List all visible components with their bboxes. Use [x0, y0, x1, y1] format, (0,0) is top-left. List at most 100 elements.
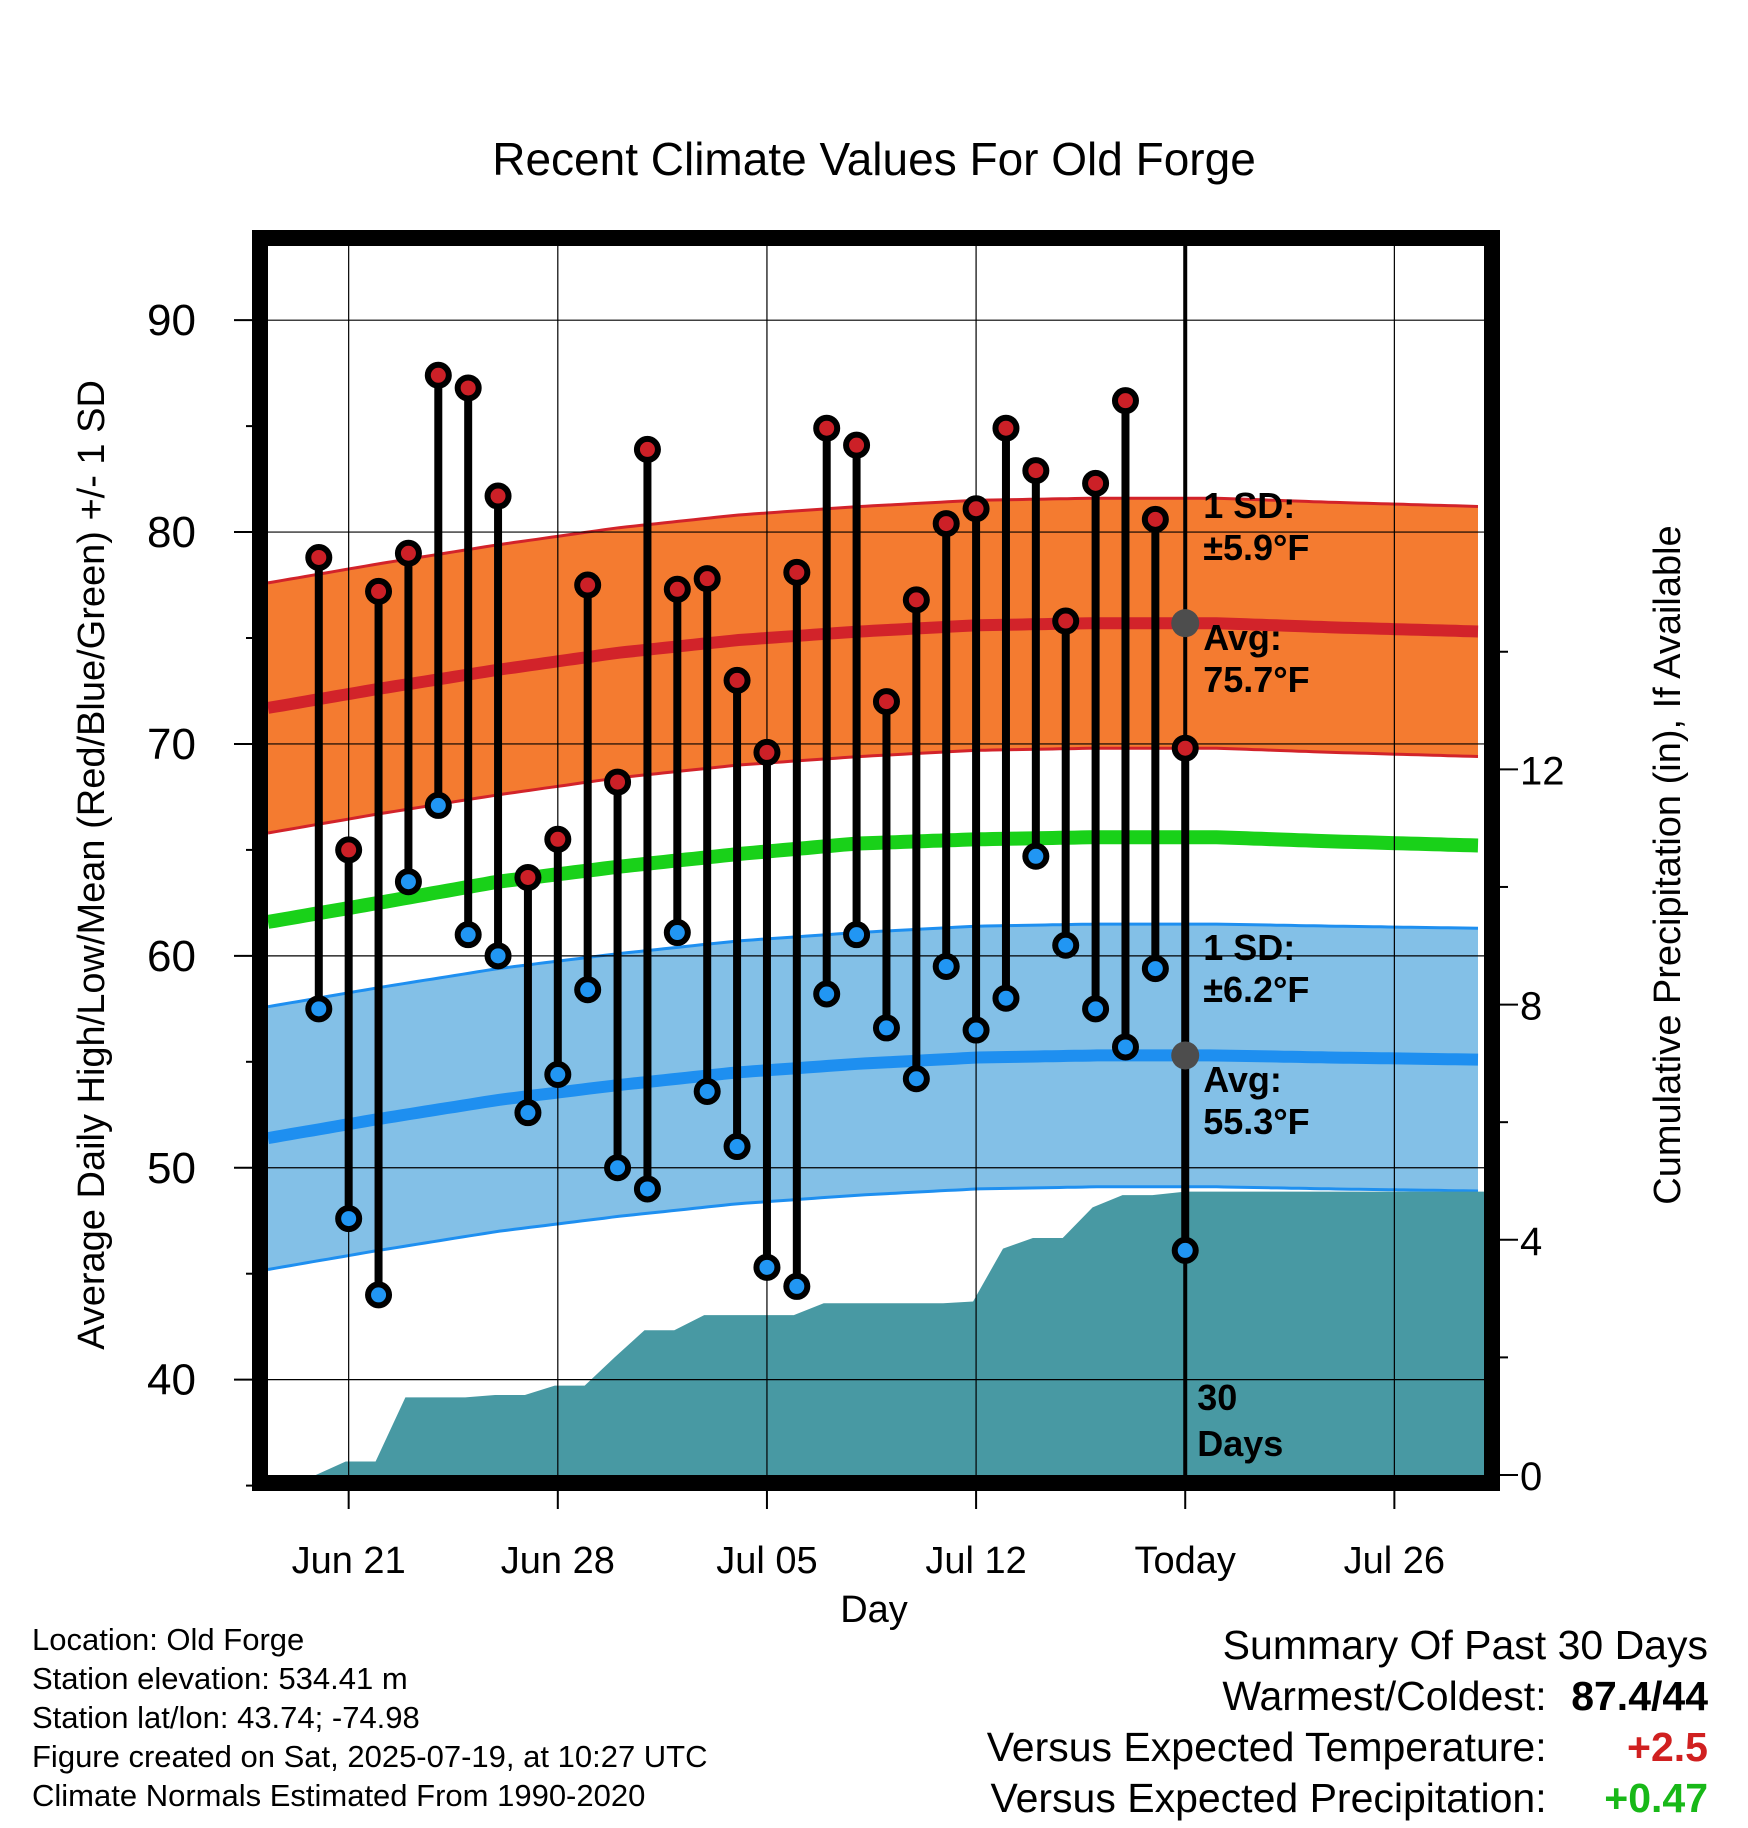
y-tick-label: 80 — [147, 508, 196, 557]
days-annotation: Days — [1197, 1423, 1283, 1464]
precip-label: Versus Expected Precipitation: — [990, 1775, 1547, 1821]
daily-low-point — [992, 984, 1020, 1012]
location-text: Location: Old Forge — [32, 1622, 305, 1657]
y2-tick-label: 12 — [1520, 749, 1565, 793]
daily-low-point — [753, 1253, 781, 1281]
normals-period-text: Climate Normals Estimated From 1990-2020 — [32, 1778, 646, 1813]
low-sd-lower-line — [267, 1185, 1479, 1271]
daily-high-point — [1022, 457, 1050, 485]
y-axis-label: Average Daily High/Low/Mean (Red/Blue/Gr… — [71, 380, 113, 1350]
daily-low-point — [1082, 995, 1110, 1023]
days-annotation: 30 — [1197, 1377, 1237, 1418]
daily-high-point — [843, 431, 871, 459]
daily-high-point — [1141, 505, 1169, 533]
low-sd-upper-line — [267, 922, 1479, 1009]
daily-high-point — [753, 738, 781, 766]
y2-tick-label: 4 — [1520, 1220, 1542, 1264]
daily-low-point — [514, 1099, 542, 1127]
daily-high-point — [783, 558, 811, 586]
daily-high-point — [633, 435, 661, 463]
daily-low-point — [663, 919, 691, 947]
y-tick-label: 40 — [147, 1356, 196, 1405]
high-sd-annotation: ±5.9°F — [1203, 527, 1309, 568]
low-sd-annotation: ±6.2°F — [1203, 969, 1309, 1010]
x-tick-label: Jun 21 — [292, 1540, 406, 1582]
temp-value: +2.5 — [1627, 1724, 1708, 1770]
precip-value: +0.47 — [1604, 1775, 1708, 1821]
x-tick-label: Jul 05 — [716, 1540, 817, 1582]
x-tick-label: Jul 26 — [1344, 1540, 1445, 1582]
y-tick-label: 60 — [147, 932, 196, 981]
x-axis-label: Day — [840, 1589, 908, 1631]
chart-title: Recent Climate Values For Old Forge — [492, 133, 1256, 185]
avg-low-line — [266, 1049, 1479, 1145]
axes: 40 50 60 70 80 90 0 4 8 12 Jun 21 Jun 28 Jul 05 Jul 1… — [147, 230, 1565, 1582]
daily-low-point — [902, 1065, 930, 1093]
high-sd-annotation: 1 SD: — [1203, 485, 1295, 526]
daily-high-point — [932, 510, 960, 538]
daily-low-point — [394, 868, 422, 896]
daily-high-point — [604, 768, 632, 796]
daily-low-point — [843, 921, 871, 949]
y-tick-label: 50 — [147, 1144, 196, 1193]
summary-warmest-row: Warmest/Coldest: 87.4/44 — [987, 1671, 1708, 1722]
warmest-label: Warmest/Coldest: — [1222, 1673, 1547, 1719]
high-sd-band — [268, 498, 1478, 833]
daily-high-point — [484, 482, 512, 510]
daily-low-point — [1111, 1033, 1139, 1061]
daily-low-point — [872, 1014, 900, 1042]
daily-high-point — [305, 543, 333, 571]
daily-low-point — [1141, 955, 1169, 983]
x-tick-label: Jun 28 — [501, 1540, 615, 1582]
low-avg-annotation: 55.3°F — [1203, 1101, 1309, 1142]
y-tick-label: 90 — [147, 296, 196, 345]
daily-high-point — [365, 577, 393, 605]
daily-low-point — [604, 1154, 632, 1182]
daily-low-point — [633, 1175, 661, 1203]
latlon-text: Station lat/lon: 43.74; -74.98 — [32, 1700, 420, 1735]
daily-high-point — [514, 863, 542, 891]
daily-high-point — [902, 586, 930, 614]
daily-low-point — [335, 1205, 363, 1233]
high-avg-annotation: 75.7°F — [1203, 659, 1309, 700]
daily-high-point — [394, 539, 422, 567]
daily-high-point — [962, 495, 990, 523]
low-sd-band — [268, 924, 1478, 1270]
daily-high-point — [872, 688, 900, 716]
x-tick-label: Jul 12 — [925, 1540, 1026, 1582]
daily-low-point — [365, 1281, 393, 1309]
daily-high-point — [574, 571, 602, 599]
summary-temp-row: Versus Expected Temperature: +2.5 — [987, 1722, 1708, 1773]
daily-high-point — [335, 836, 363, 864]
today-avg-low-marker — [1171, 1041, 1200, 1070]
y-tick-label: 70 — [147, 720, 196, 769]
high-avg-annotation: Avg: — [1203, 617, 1282, 658]
daily-low-point — [693, 1077, 721, 1105]
x-tick-label: Today — [1135, 1540, 1236, 1582]
daily-high-point — [663, 575, 691, 603]
daily-low-point — [1022, 842, 1050, 870]
daily-high-point — [454, 374, 482, 402]
daily-low-point — [424, 791, 452, 819]
daily-high-point — [693, 565, 721, 593]
created-text: Figure created on Sat, 2025-07-19, at 10… — [32, 1739, 708, 1774]
daily-low-point — [1171, 1236, 1199, 1264]
temp-label: Versus Expected Temperature: — [986, 1724, 1547, 1770]
daily-low-point — [962, 1016, 990, 1044]
daily-high-point — [1111, 387, 1139, 415]
daily-low-point — [723, 1133, 751, 1161]
station-info: Location: Old Forge Station elevation: 5… — [32, 1620, 708, 1815]
elevation-text: Station elevation: 534.41 m — [32, 1661, 408, 1696]
daily-high-point — [723, 666, 751, 694]
low-sd-annotation: 1 SD: — [1203, 927, 1295, 968]
summary-precip-row: Versus Expected Precipitation: +0.47 — [987, 1773, 1709, 1824]
daily-high-point — [544, 825, 572, 853]
daily-low-point — [305, 995, 333, 1023]
daily-high-point — [992, 414, 1020, 442]
daily-high-point — [813, 414, 841, 442]
low-avg-annotation: Avg: — [1203, 1059, 1282, 1100]
daily-high-point — [424, 361, 452, 389]
y2-axis-label: Cumulative Precipitation (in), If Availa… — [1647, 525, 1689, 1204]
